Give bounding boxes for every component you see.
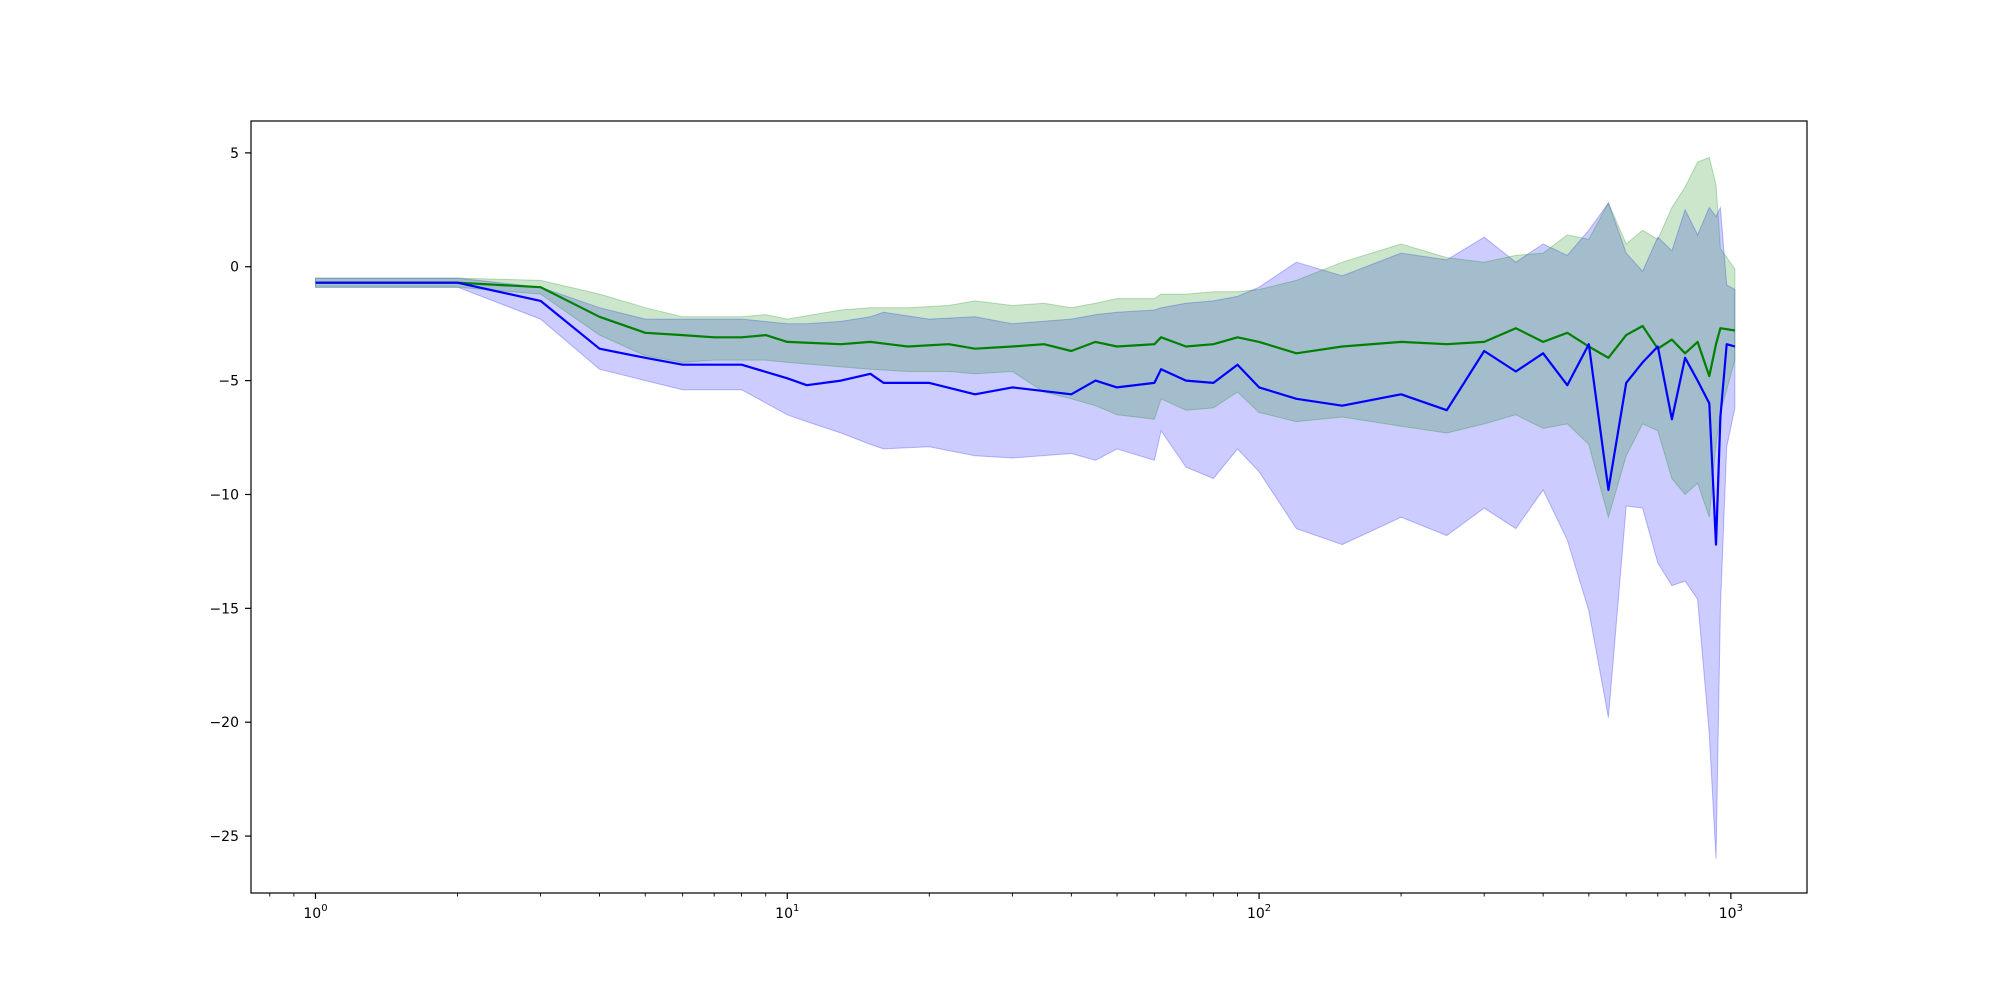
y-tick-label: −15 [209,601,239,617]
y-tick-label: −5 [218,374,239,390]
y-tick-label: 5 [230,146,239,162]
y-tick-label: −20 [209,715,239,731]
y-tick-label: −25 [209,829,239,845]
axes-frame [250,120,1808,894]
y-axis-ticks: 5 0 −5 −10 −15 −20 −25 [209,146,251,845]
y-tick-label: 0 [230,260,239,276]
y-tick-label: −10 [209,487,239,503]
series-1-line [315,281,1736,546]
x-axis-ticks: 100 101 102 103 [269,893,1743,922]
confidence-bands [315,156,1736,859]
series-2-band [315,156,1736,520]
series-2-line [315,281,1736,378]
series-1-band [315,201,1736,859]
series-lines [315,281,1736,546]
